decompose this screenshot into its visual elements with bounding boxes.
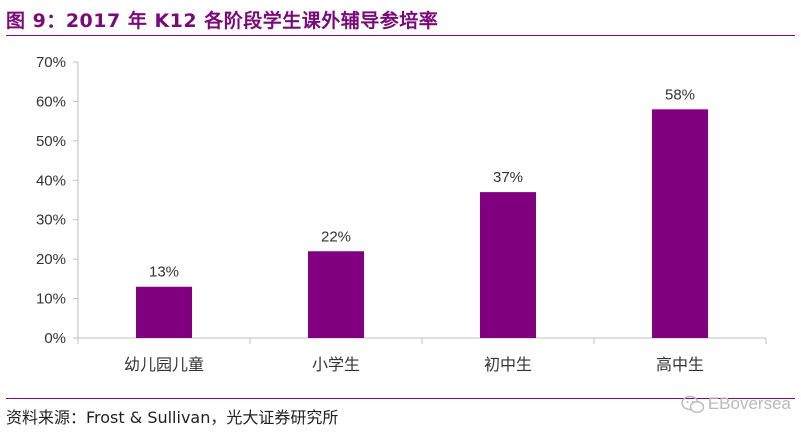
data-label: 13% [149,264,179,281]
y-tick-label: 10% [36,291,66,308]
bar [136,286,192,338]
y-tick-label: 60% [36,93,66,110]
source-note: 资料来源：Frost & Sullivan，光大证券研究所 [6,408,339,427]
y-tick-label: 30% [36,212,66,229]
x-category-label: 幼儿园儿童 [124,355,204,374]
title-divider [6,35,795,36]
y-tick-label: 40% [36,172,66,189]
data-label: 22% [321,228,351,245]
bar [308,251,364,338]
watermark-text: EBoversea [707,394,791,413]
y-axis: 0% 10% 20% 30% 40% 50% 60% 70% [36,54,79,347]
data-labels: 13% 22% 37% 58% [149,86,695,280]
x-axis: 幼儿园儿童 小学生 初中生 高中生 [77,337,767,374]
y-tick-label: 70% [36,54,66,71]
bar [480,192,536,338]
y-tick-label: 20% [36,251,66,268]
source-divider [6,398,795,399]
y-tick-label: 0% [44,330,66,347]
data-label: 58% [665,86,695,103]
y-tick-label: 50% [36,133,66,150]
bar [652,109,708,338]
x-category-label: 高中生 [656,355,704,374]
bar-series [136,109,708,338]
watermark: EBoversea [681,394,791,415]
figure-title: 图 9：2017 年 K12 各阶段学生课外辅导参培率 [6,10,439,32]
data-label: 37% [493,169,523,186]
x-category-label: 小学生 [312,355,360,374]
x-category-label: 初中生 [484,355,532,374]
wechat-icon [681,395,705,413]
